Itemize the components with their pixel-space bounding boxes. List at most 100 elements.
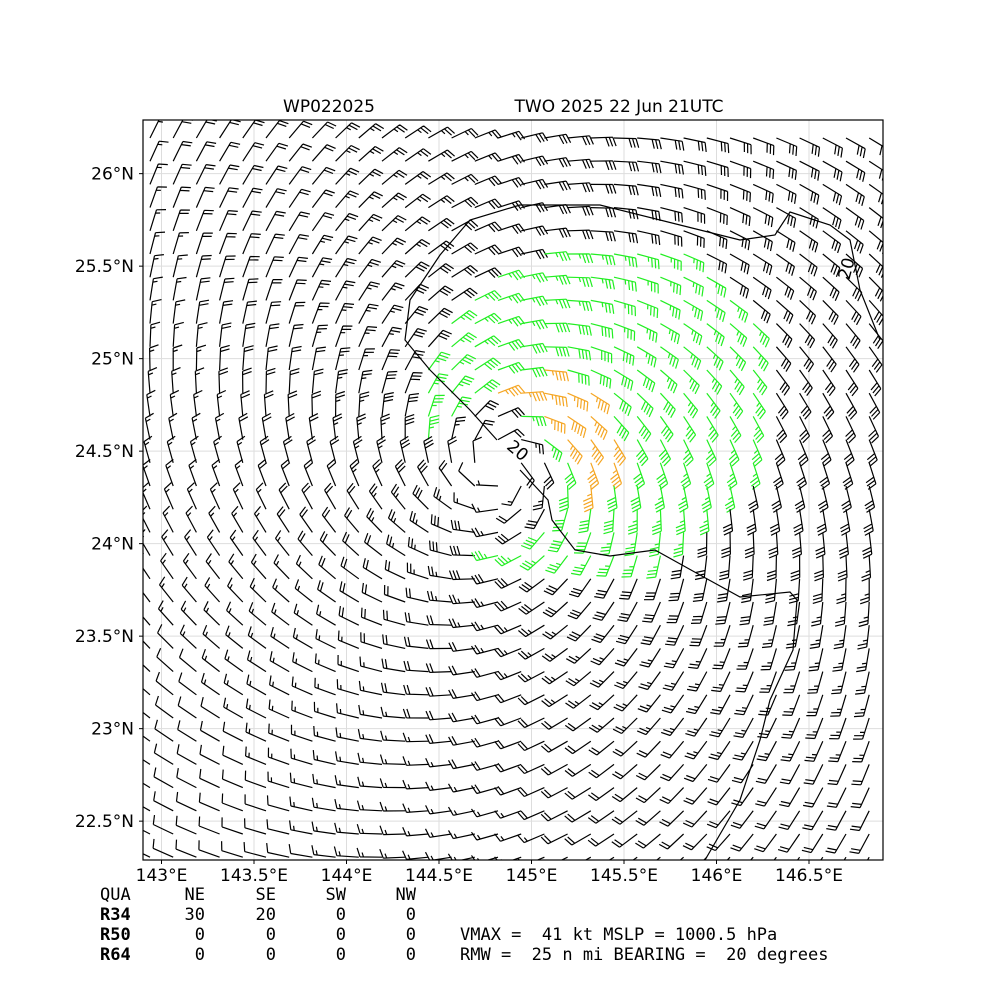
wind-barb bbox=[743, 555, 754, 581]
wind-barb bbox=[334, 798, 359, 812]
wind-barb bbox=[349, 459, 360, 487]
wind-barb bbox=[403, 660, 429, 673]
wind-barb bbox=[178, 648, 197, 673]
wind-barb bbox=[628, 509, 638, 535]
wind-barb bbox=[494, 531, 522, 545]
wind-barb bbox=[376, 435, 386, 463]
wind-barb bbox=[475, 480, 499, 487]
wind-barb bbox=[157, 624, 174, 649]
wind-barb bbox=[611, 833, 638, 848]
wind-barb bbox=[404, 305, 429, 324]
wind-barb bbox=[769, 509, 781, 536]
wind-barb bbox=[855, 671, 870, 695]
wind-barb bbox=[817, 485, 829, 513]
wind-barb bbox=[448, 665, 475, 676]
wind-barb bbox=[172, 321, 184, 347]
wind-barb bbox=[301, 482, 313, 510]
wind-barb bbox=[155, 671, 174, 696]
wind-barb bbox=[359, 656, 383, 673]
wind-barb bbox=[868, 253, 883, 278]
wind-barb bbox=[573, 532, 592, 554]
wind-barb bbox=[404, 283, 430, 301]
wind-barb bbox=[417, 459, 429, 487]
wind-barb bbox=[588, 787, 615, 801]
wind-barb bbox=[333, 846, 359, 858]
wind-barb bbox=[638, 671, 661, 691]
wind-barb bbox=[803, 764, 824, 785]
wind-barb bbox=[451, 396, 472, 417]
wind-barb bbox=[404, 238, 431, 255]
wind-barb bbox=[808, 648, 824, 672]
wind-barb bbox=[558, 485, 569, 512]
wind-barb bbox=[402, 850, 429, 860]
wind-barb bbox=[706, 276, 727, 298]
wind-barb bbox=[358, 145, 384, 162]
wind-barb bbox=[231, 505, 244, 533]
wind-barb bbox=[776, 253, 795, 276]
wind-barb bbox=[234, 458, 244, 487]
wind-barb bbox=[451, 127, 479, 139]
wind-barb bbox=[582, 485, 594, 513]
wind-barb bbox=[172, 186, 191, 208]
wind-barb bbox=[143, 782, 151, 789]
wind-barb bbox=[334, 775, 359, 789]
wind-barb bbox=[717, 578, 731, 603]
wind-barb bbox=[171, 367, 181, 394]
wind-barb bbox=[425, 781, 452, 791]
y-tick-label: 24.5°N bbox=[75, 442, 134, 462]
wind-barb bbox=[799, 183, 820, 205]
wind-barb bbox=[313, 701, 336, 719]
wind-barb bbox=[265, 120, 289, 139]
wind-barb bbox=[590, 369, 612, 389]
wind-barb bbox=[390, 483, 406, 510]
wind-barb bbox=[612, 763, 638, 780]
x-tick-label: 144.5°E bbox=[405, 866, 473, 886]
wind-barb bbox=[199, 720, 220, 742]
wind-barb bbox=[176, 744, 197, 765]
wind-barb bbox=[381, 237, 407, 255]
wind-barb bbox=[736, 648, 754, 670]
wind-barb bbox=[868, 416, 880, 444]
wind-barb bbox=[381, 260, 406, 278]
wind-barb bbox=[200, 696, 220, 719]
wind-barb bbox=[316, 604, 336, 626]
wind-barb bbox=[802, 810, 824, 831]
wind-barb bbox=[425, 710, 452, 721]
wind-barb bbox=[356, 413, 367, 440]
wind-barb bbox=[404, 171, 432, 185]
wind-barb bbox=[815, 532, 826, 559]
wind-barb bbox=[596, 555, 615, 577]
title-right: TWO 2025 22 Jun 21UTC bbox=[514, 97, 724, 117]
wind-barb bbox=[587, 833, 615, 847]
wind-barb bbox=[518, 578, 545, 593]
wind-barb bbox=[613, 439, 627, 466]
wind-barb bbox=[722, 509, 734, 536]
wind-barb bbox=[660, 230, 683, 247]
wind-barb bbox=[799, 346, 815, 373]
wind-barb bbox=[603, 509, 615, 535]
wind-barb bbox=[799, 276, 817, 301]
wind-barb bbox=[226, 601, 244, 626]
wind-barb bbox=[636, 346, 657, 368]
wind-barb bbox=[851, 764, 870, 786]
wind-barb bbox=[825, 833, 847, 854]
wind-barb bbox=[683, 137, 707, 152]
wind-barb bbox=[868, 323, 883, 350]
wind-barb bbox=[635, 810, 661, 826]
wind-barb bbox=[660, 160, 684, 175]
wind-barb bbox=[734, 694, 754, 716]
wind-barb bbox=[242, 322, 256, 347]
wind-barb bbox=[255, 482, 267, 510]
wind-barb bbox=[451, 332, 477, 348]
wind-barb bbox=[149, 344, 159, 371]
wind-barb bbox=[144, 412, 154, 440]
wind-barb bbox=[263, 390, 274, 417]
wind-barb bbox=[614, 671, 638, 690]
wind-barb bbox=[311, 166, 336, 185]
wind-barb bbox=[611, 787, 638, 803]
wind-barb bbox=[826, 787, 847, 808]
wind-barb bbox=[836, 578, 847, 605]
wind-barb bbox=[172, 299, 186, 324]
wind-barb bbox=[311, 368, 324, 394]
wind-barb bbox=[845, 160, 866, 182]
